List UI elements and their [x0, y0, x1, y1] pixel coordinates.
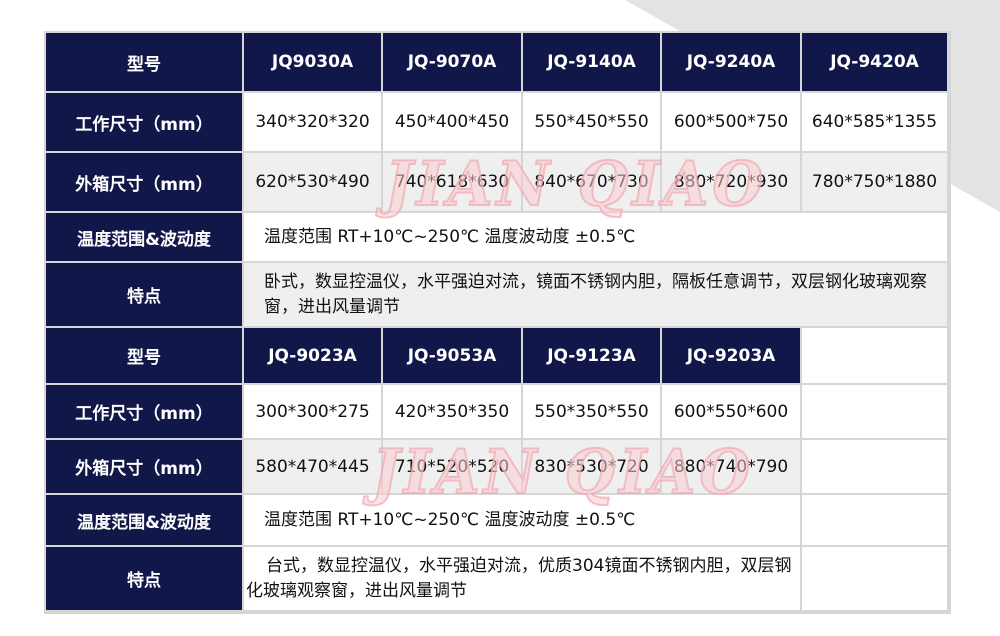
model-header-cell: JQ-9420A	[802, 33, 949, 93]
value-cell: 880*720*930	[662, 153, 802, 213]
value-cell: 300*300*275	[244, 385, 383, 440]
row-label: 工作尺寸（mm）	[46, 93, 244, 153]
model-header-cell: JQ-9070A	[383, 33, 523, 93]
row-label: 型号	[46, 328, 244, 385]
value-cell: 780*750*1880	[802, 153, 949, 213]
value-cell: 880*740*790	[662, 440, 802, 495]
features-cell: 卧式，数显控温仪，水平强迫对流，镜面不锈钢内胆，隔板任意调节，双层钢化玻璃观察窗…	[244, 263, 949, 328]
empty-cell	[802, 328, 949, 385]
empty-cell	[802, 547, 949, 612]
row-label: 工作尺寸（mm）	[46, 385, 244, 440]
value-cell: 740*618*630	[383, 153, 523, 213]
value-cell: 340*320*320	[244, 93, 383, 153]
value-cell: 640*585*1355	[802, 93, 949, 153]
value-cell: 840*670*730	[523, 153, 662, 213]
row-label: 外箱尺寸（mm）	[46, 440, 244, 495]
model-header-cell: JQ-9140A	[523, 33, 662, 93]
value-cell: 600*550*600	[662, 385, 802, 440]
model-header-cell: JQ-9053A	[383, 328, 523, 385]
model-header-cell: JQ-9203A	[662, 328, 802, 385]
model-header-cell: JQ-9240A	[662, 33, 802, 93]
row-label: 型号	[46, 33, 244, 93]
temperature-spec-cell: 温度范围 RT+10℃~250℃ 温度波动度 ±0.5℃	[244, 213, 949, 263]
value-cell: 600*500*750	[662, 93, 802, 153]
empty-cell	[802, 385, 949, 440]
value-cell: 710*520*520	[383, 440, 523, 495]
value-cell: 450*400*450	[383, 93, 523, 153]
empty-cell	[802, 440, 949, 495]
empty-cell	[802, 495, 949, 547]
row-label: 外箱尺寸（mm）	[46, 153, 244, 213]
value-cell: 550*450*550	[523, 93, 662, 153]
temperature-spec-cell: 温度范围 RT+10℃~250℃ 温度波动度 ±0.5℃	[244, 495, 802, 547]
model-header-cell: JQ-9123A	[523, 328, 662, 385]
row-label: 特点	[46, 547, 244, 612]
row-label: 温度范围&波动度	[46, 495, 244, 547]
row-label: 特点	[46, 263, 244, 328]
features-cell: 台式，数显控温仪，水平强迫对流，优质304镜面不锈钢内胆，双层钢化玻璃观察窗，进…	[244, 547, 802, 612]
row-label: 温度范围&波动度	[46, 213, 244, 263]
value-cell: 420*350*350	[383, 385, 523, 440]
model-header-cell: JQ-9023A	[244, 328, 383, 385]
value-cell: 620*530*490	[244, 153, 383, 213]
value-cell: 550*350*550	[523, 385, 662, 440]
value-cell: 580*470*445	[244, 440, 383, 495]
value-cell: 830*530*720	[523, 440, 662, 495]
model-header-cell: JQ9030A	[244, 33, 383, 93]
